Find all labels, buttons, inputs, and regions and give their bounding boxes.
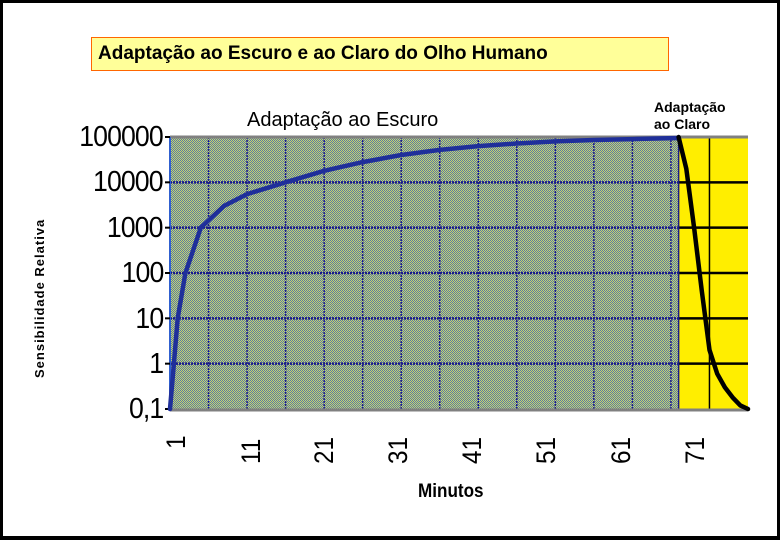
- y-tick-label: 1: [149, 348, 164, 380]
- dark-adaptation-label: Adaptação ao Escuro: [247, 109, 439, 131]
- x-tick-label: 1: [161, 435, 191, 449]
- y-tick-label: 1000: [107, 212, 164, 244]
- light-adaptation-curve: [676, 134, 751, 412]
- y-tick-label: 0,1: [128, 393, 164, 425]
- y-tick-label: 100000: [79, 121, 163, 153]
- y-tick-label: 10: [135, 303, 164, 335]
- light-adaptation-label-line1: Adaptação: [654, 99, 726, 115]
- y-tick-label: 10000: [93, 166, 164, 198]
- x-tick-label: 61: [606, 436, 636, 464]
- light-adaptation-label-line2: ao Claro: [654, 116, 711, 132]
- x-axis-label: Minutos: [418, 481, 484, 502]
- x-tick-label: 31: [383, 436, 413, 464]
- x-tick-label: 21: [309, 436, 339, 464]
- y-tick-label: 100: [121, 257, 164, 289]
- y-axis-label: Sensibilidade Relativa: [32, 218, 47, 378]
- x-tick-label: 51: [531, 436, 561, 464]
- dark-adaptation-curve: [167, 135, 681, 412]
- x-tick-label: 11: [236, 438, 266, 464]
- chart-title: Adaptação ao Escuro e ao Claro do Olho H…: [91, 37, 669, 71]
- x-tick-label: 71: [680, 436, 710, 464]
- light-adaptation-label: Adaptação ao Claro: [654, 99, 726, 133]
- x-tick-label: 41: [457, 436, 487, 464]
